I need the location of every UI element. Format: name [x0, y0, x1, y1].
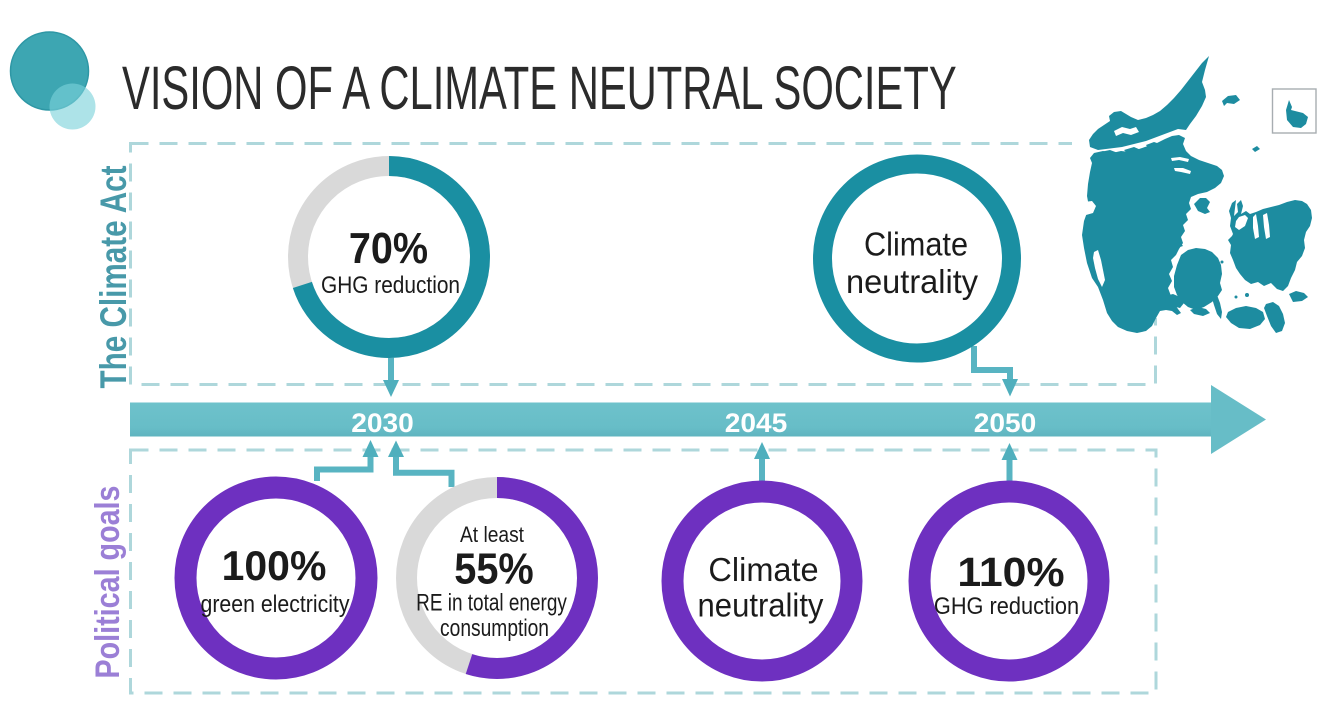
- svg-text:green electricity: green electricity: [201, 590, 351, 618]
- svg-text:Political goals: Political goals: [89, 486, 127, 679]
- svg-text:55%: 55%: [454, 544, 533, 593]
- svg-text:2030: 2030: [351, 408, 414, 438]
- svg-text:At least: At least: [460, 523, 524, 548]
- svg-text:The Climate Act: The Climate Act: [94, 166, 135, 389]
- svg-text:2050: 2050: [974, 408, 1037, 438]
- svg-text:Climate: Climate: [864, 225, 968, 262]
- svg-text:neutrality: neutrality: [846, 263, 979, 300]
- svg-text:70%: 70%: [349, 223, 428, 272]
- svg-text:GHG reduction: GHG reduction: [934, 592, 1079, 619]
- svg-text:2045: 2045: [725, 408, 788, 438]
- svg-text:RE in total energy: RE in total energy: [416, 588, 567, 616]
- svg-text:110%: 110%: [957, 549, 1064, 595]
- svg-text:GHG reduction: GHG reduction: [321, 272, 460, 299]
- svg-text:100%: 100%: [222, 542, 327, 590]
- svg-text:consumption: consumption: [440, 614, 549, 642]
- svg-text:Climate: Climate: [708, 551, 818, 588]
- svg-text:neutrality: neutrality: [698, 587, 824, 624]
